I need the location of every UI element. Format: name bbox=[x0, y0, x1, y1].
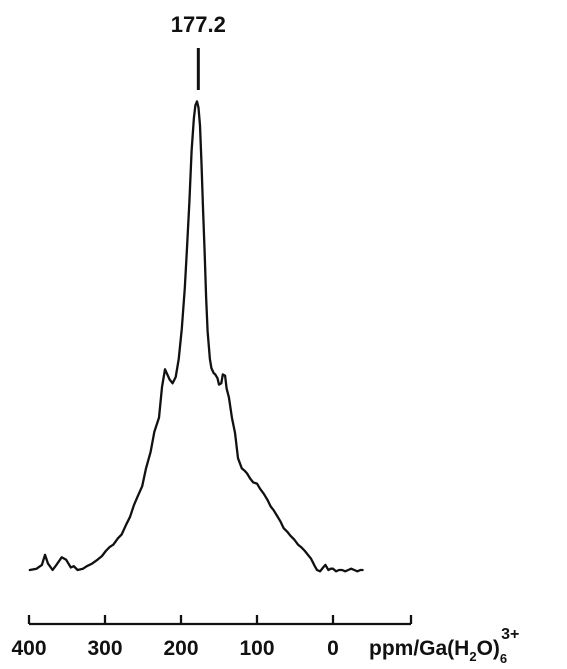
x-tick-label-400: 400 bbox=[11, 637, 46, 660]
x-axis-unit-label: ppm/Ga(H2O)6 3+ bbox=[369, 626, 519, 666]
unit-main: ppm/Ga(H bbox=[369, 637, 469, 660]
x-axis-tick-labels: 400 300 200 100 0 bbox=[11, 637, 338, 660]
x-tick-label-300: 300 bbox=[87, 637, 122, 660]
unit-sub-2: 6 bbox=[500, 651, 507, 666]
unit-mid: O) bbox=[477, 637, 500, 660]
x-axis-ticks bbox=[27, 615, 413, 624]
x-tick-label-200: 200 bbox=[163, 637, 198, 660]
x-tick-label-0: 0 bbox=[327, 637, 339, 660]
unit-sup: 3+ bbox=[501, 626, 519, 643]
x-tick-label-100: 100 bbox=[239, 637, 274, 660]
unit-sub-1: 2 bbox=[469, 649, 476, 664]
peak-label: 177.2 bbox=[171, 12, 226, 37]
spectrum-line bbox=[28, 100, 364, 573]
